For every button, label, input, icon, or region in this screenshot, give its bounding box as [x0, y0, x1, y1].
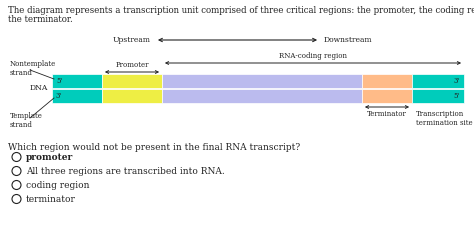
Text: RNA-coding region: RNA-coding region — [279, 52, 347, 60]
Bar — [162, 89, 362, 103]
Bar — [362, 89, 412, 103]
Text: Downstream: Downstream — [324, 36, 373, 44]
Text: Upstream: Upstream — [113, 36, 151, 44]
Bar — [412, 74, 464, 88]
Text: 3': 3' — [454, 77, 460, 85]
Bar — [412, 89, 464, 103]
Text: Transcription
termination site: Transcription termination site — [416, 110, 473, 127]
Bar — [162, 74, 362, 88]
Text: terminator: terminator — [26, 194, 76, 203]
Bar — [52, 74, 102, 88]
Text: 5': 5' — [56, 77, 63, 85]
Text: Nontemplate
strand: Nontemplate strand — [10, 60, 56, 77]
Text: the terminator.: the terminator. — [8, 15, 73, 24]
Bar — [362, 74, 412, 88]
Text: Terminator: Terminator — [367, 110, 407, 118]
Bar — [52, 89, 102, 103]
Text: The diagram represents a transcription unit comprised of three critical regions:: The diagram represents a transcription u… — [8, 6, 474, 15]
Text: coding region: coding region — [26, 181, 90, 190]
Text: DNA: DNA — [29, 84, 48, 92]
Text: 5': 5' — [454, 92, 460, 100]
Text: All three regions are transcribed into RNA.: All three regions are transcribed into R… — [26, 166, 225, 175]
Bar — [102, 89, 162, 103]
Text: Template
strand: Template strand — [10, 112, 43, 129]
Bar — [102, 74, 162, 88]
Text: promoter: promoter — [26, 152, 73, 162]
Text: Promoter: Promoter — [115, 61, 149, 69]
Text: 3': 3' — [56, 92, 62, 100]
Text: Which region would not be present in the final RNA transcript?: Which region would not be present in the… — [8, 143, 300, 152]
